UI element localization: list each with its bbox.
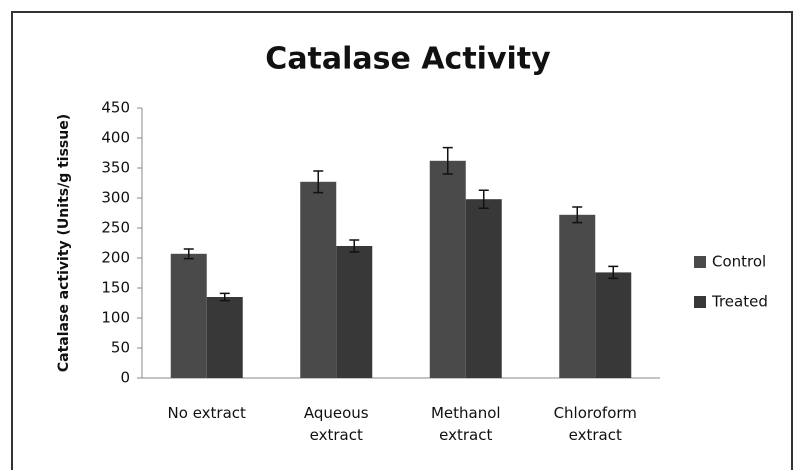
legend-swatch (694, 296, 706, 308)
bar (465, 199, 502, 378)
y-tick-label: 450 (101, 99, 130, 117)
error-bar (313, 170, 324, 194)
y-tick-label: 300 (101, 189, 130, 207)
legend-swatch (694, 256, 706, 268)
error-bar (572, 206, 583, 224)
error-bar (442, 146, 453, 175)
bar (336, 246, 373, 378)
error-bar (219, 292, 230, 302)
legend-label: Treated (711, 293, 768, 311)
x-tick-label: No extract (167, 404, 246, 422)
chart-title: Catalase Activity (265, 42, 551, 77)
legend-label: Control (712, 253, 766, 271)
y-axis-label: Catalase activity (Units/g tissue) (56, 114, 72, 372)
chart-frame (11, 11, 793, 470)
bar (300, 181, 337, 378)
y-tick-label: 250 (101, 219, 130, 237)
y-tick-label: 50 (111, 339, 130, 357)
x-tick-label: Aqueous extract (303, 404, 369, 444)
y-tick-label: 150 (101, 279, 130, 297)
error-bar (349, 239, 360, 253)
bar (595, 272, 632, 378)
bar (206, 297, 243, 378)
y-tick-label: 0 (120, 369, 130, 387)
y-tick-label: 400 (101, 129, 130, 147)
y-tick-label: 100 (101, 309, 130, 327)
error-bar (608, 265, 619, 280)
x-tick-label: Methanol extract (430, 404, 501, 444)
bar (170, 253, 207, 378)
x-tick-label: Chloroform extract (553, 404, 637, 444)
bar (559, 214, 596, 378)
y-tick-label: 350 (101, 159, 130, 177)
error-bar (183, 248, 194, 260)
bar (429, 160, 466, 378)
y-tick-label: 200 (101, 249, 130, 267)
error-bar (478, 189, 489, 209)
